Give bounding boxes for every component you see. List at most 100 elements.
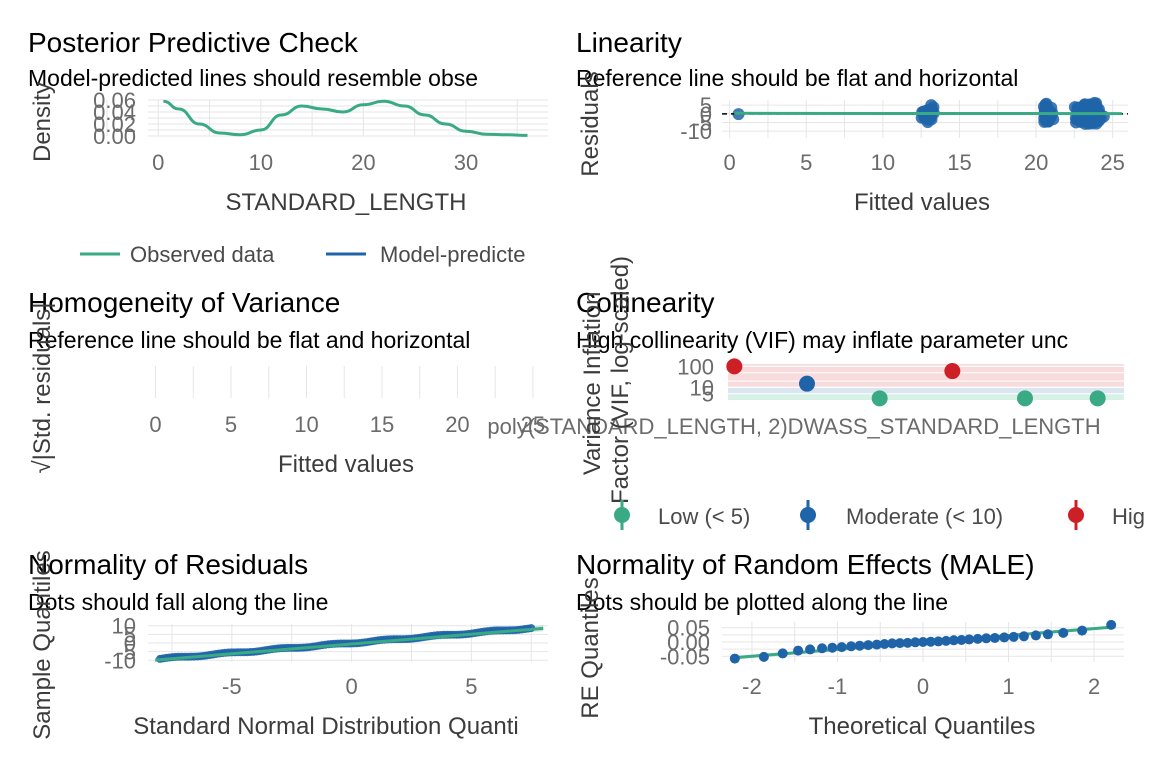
- linearity-point: [924, 112, 937, 125]
- re-point: [925, 636, 936, 647]
- ppc-y-tick: 0.02: [93, 112, 136, 137]
- collinearity-x-labels: poly(STANDARD_LENGTH, 2)DWASS_STANDARD_L…: [487, 414, 1100, 439]
- qq-x-label: Standard Normal Distribution Quanti: [133, 713, 519, 740]
- re-point: [910, 637, 921, 648]
- re-point: [918, 637, 928, 647]
- re-point: [1018, 631, 1029, 642]
- re-point: [729, 653, 740, 664]
- ppc-panel: Posterior Predictive Check Model-predict…: [28, 27, 548, 267]
- collinearity-points: [726, 358, 1106, 407]
- linearity-x-tick: 20: [1024, 150, 1048, 175]
- qq-y-tick: -5: [116, 640, 136, 665]
- re-point: [846, 641, 857, 652]
- homogeneity-panel: Homogeneity of Variance Reference line s…: [28, 287, 545, 478]
- homogeneity-x-label: Fitted values: [278, 451, 414, 478]
- collinearity-y-tick: 5: [702, 382, 714, 407]
- qq-points: [155, 624, 544, 663]
- homogeneity-y-label: √|Std. residuals|: [29, 302, 56, 473]
- linearity-x-tick: 0: [724, 150, 736, 175]
- homogeneity-gridlines: [155, 366, 534, 398]
- linearity-y-tick: -5: [692, 110, 712, 135]
- qq-subtitle: Dots should fall along the line: [28, 589, 328, 615]
- ppc-y-tick: 0.00: [93, 124, 136, 149]
- linearity-point: [1090, 97, 1103, 110]
- re-tick-labels: -2 -1 0 1 2 -0.050.000.05: [660, 616, 1100, 699]
- linearity-x-tick: 15: [947, 150, 971, 175]
- re-x-tick: 1: [1002, 674, 1014, 699]
- ppc-title: Posterior Predictive Check: [28, 27, 359, 58]
- collinearity-point: [799, 375, 815, 392]
- re-point: [854, 640, 865, 651]
- re-point: [956, 635, 967, 645]
- linearity-x-tick: 25: [1100, 150, 1124, 175]
- ppc-x-tick: 0: [152, 150, 164, 175]
- qq-y-tick: -10: [104, 648, 136, 673]
- re-point: [879, 639, 890, 649]
- linearity-y-tick: 0: [700, 102, 712, 127]
- re-point: [941, 635, 952, 646]
- re-point: [981, 633, 992, 644]
- linearity-subtitle: Reference line should be flat and horizo…: [576, 65, 1018, 91]
- homogeneity-x-tick: 10: [294, 412, 318, 437]
- qq-y-label: Sample Quantiles: [29, 550, 56, 739]
- re-y-tick: 0.00: [667, 630, 710, 655]
- ppc-subtitle: Model-predicted lines should resemble ob…: [28, 65, 478, 91]
- ppc-y-tick: 0.06: [93, 88, 136, 113]
- qq-y-tick: 0: [124, 631, 136, 656]
- qq-title: Normality of Residuals: [28, 549, 308, 580]
- qq-panel: Normality of Residuals Dots should fall …: [28, 549, 548, 740]
- ppc-y-label: Density: [29, 82, 56, 162]
- collinearity-band-low: [728, 393, 1124, 400]
- ppc-observed-line: [163, 99, 528, 137]
- re-point: [887, 638, 898, 649]
- collinearity-point: [1089, 390, 1106, 407]
- collinearity-legend: Low (< 5) Moderate (< 10) Hig: [614, 500, 1145, 530]
- re-point: [836, 642, 847, 653]
- qq-x-tick: 0: [345, 674, 357, 699]
- legend-low-dot: [614, 507, 630, 523]
- collinearity-band-moderate: [728, 387, 1124, 394]
- re-point: [863, 640, 874, 651]
- collinearity-title: Collinearity: [576, 287, 715, 318]
- ppc-legend: Observed data Model-predicte: [80, 242, 526, 267]
- re-point: [827, 642, 838, 653]
- re-point: [793, 645, 804, 656]
- collinearity-y-label: Variance Inflation Factor (VIF, log-scal…: [579, 256, 634, 504]
- collinearity-point: [1017, 390, 1033, 407]
- linearity-x-tick: 10: [871, 150, 895, 175]
- re-point: [1106, 619, 1117, 630]
- re-y-label: RE Quantiles: [577, 577, 604, 718]
- homogeneity-x-tick: 25: [521, 412, 545, 437]
- re-x-tick: -2: [742, 674, 762, 699]
- legend-moderate-label: Moderate (< 10): [846, 504, 1003, 529]
- homogeneity-x-tick: 15: [370, 412, 394, 437]
- linearity-points: [722, 96, 1128, 130]
- legend-high-dot: [1068, 507, 1084, 523]
- collinearity-subtitle: High collinearity (VIF) may inflate para…: [576, 327, 1068, 353]
- collinearity-point: [726, 358, 743, 375]
- qq-y-tick: 5: [124, 622, 136, 647]
- linearity-y-label: Residuals: [577, 71, 604, 176]
- linearity-x-label: Fitted values: [854, 189, 990, 216]
- re-point: [805, 644, 816, 655]
- legend-predicted-label: Model-predicte: [380, 242, 526, 267]
- re-point: [758, 651, 769, 662]
- linearity-panel: Linearity Reference line should be flat …: [576, 27, 1128, 216]
- ppc-x-tick: 20: [351, 150, 375, 175]
- collinearity-y-tick: 100: [677, 354, 714, 379]
- legend-observed-label: Observed data: [130, 242, 275, 267]
- re-x-label: Theoretical Quantiles: [809, 713, 1036, 740]
- ppc-y-tick: 0.04: [93, 100, 136, 125]
- homogeneity-x-tick: 20: [445, 412, 469, 437]
- legend-moderate-dot: [800, 507, 816, 523]
- collinearity-point: [871, 390, 888, 407]
- re-point: [1077, 625, 1088, 636]
- homogeneity-x-tick: 5: [225, 412, 237, 437]
- collinearity-bands: [728, 364, 1124, 400]
- re-point: [948, 635, 959, 646]
- re-x-tick: -1: [828, 674, 848, 699]
- legend-low-label: Low (< 5): [658, 504, 750, 529]
- ppc-x-tick: 30: [454, 150, 478, 175]
